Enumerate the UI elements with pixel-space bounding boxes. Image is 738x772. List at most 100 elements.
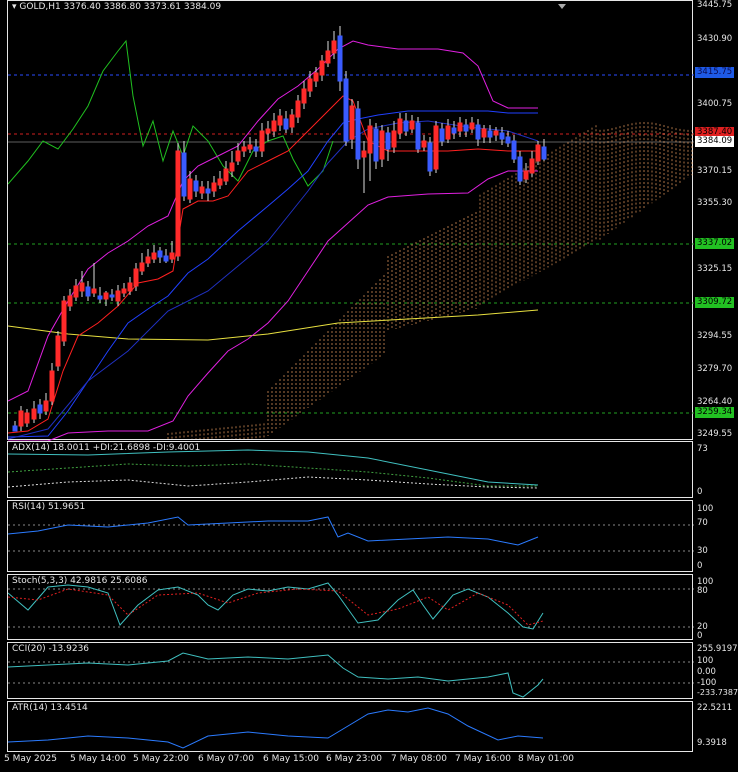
plus-di-line [8, 463, 538, 487]
candle-up [79, 282, 85, 292]
candle-down [355, 108, 361, 160]
candle-down [505, 136, 511, 144]
candle-down [487, 130, 493, 138]
candle-up [391, 130, 397, 148]
rsi-line [8, 516, 539, 546]
moving-average-mid [8, 120, 539, 440]
price-tag-3309: 3309.72 [695, 297, 735, 308]
rsi-tick: 70 [697, 518, 708, 528]
moving-average-slow [8, 110, 538, 438]
candle-up [265, 128, 271, 134]
price-tick: 3355.30 [697, 198, 733, 208]
time-axis[interactable]: 5 May 2025 5 May 14:00 5 May 22:00 6 May… [0, 752, 738, 772]
candle-up [535, 144, 541, 162]
price-tick: 3400.75 [697, 99, 733, 109]
candle-up [127, 282, 133, 292]
symbol-name: GOLD,H1 [19, 2, 61, 12]
candle-up [379, 130, 385, 160]
adx-pane[interactable]: ADX(14) 18.0011 +DI:21.6898 -DI:9.4001 [7, 441, 693, 498]
rsi-chart [8, 516, 694, 552]
cci-tick: 255.9197 [697, 644, 738, 654]
price-tick: 3294.55 [697, 331, 733, 341]
candle-up [433, 125, 439, 170]
candle-up [169, 252, 175, 260]
candle-up [55, 335, 61, 367]
time-label: 7 May 16:00 [455, 754, 511, 764]
candle-up [319, 60, 325, 76]
time-label: 8 May 01:00 [518, 754, 574, 764]
candle-down [427, 142, 433, 172]
candle-up [115, 290, 121, 302]
scroll-marker-icon [558, 4, 566, 9]
price-tick: 3430.90 [697, 34, 733, 44]
candle-up [145, 256, 151, 264]
time-label: 5 May 22:00 [133, 754, 189, 764]
adx-tick: 73 [697, 444, 708, 454]
candle-up [61, 300, 67, 342]
candle-down [12, 425, 18, 432]
candle-up [121, 288, 127, 294]
time-label: 6 May 15:00 [263, 754, 319, 764]
price-tick: 3264.40 [697, 397, 733, 407]
candle-down [439, 128, 445, 142]
candle-up [523, 170, 529, 180]
candle-up [31, 408, 37, 420]
candle-down [109, 294, 115, 298]
adx-label: ADX(14) 18.0011 +DI:21.6898 -DI:9.4001 [12, 443, 201, 453]
adx-chart [8, 449, 539, 489]
price-axis[interactable]: 3445.75 3430.90 3400.75 3370.15 3355.30 … [695, 0, 738, 772]
stoch-chart [8, 582, 694, 630]
candle-up [397, 118, 403, 134]
time-label: 6 May 07:00 [198, 754, 254, 764]
rsi-tick: 0 [697, 561, 703, 571]
symbol-label: ▾ GOLD,H1 3376.40 3386.80 3373.61 3384.0… [12, 2, 221, 12]
dropdown-arrow-icon[interactable]: ▾ [12, 2, 17, 12]
candle-up [307, 78, 313, 92]
candle-up [24, 412, 30, 424]
candle-up [361, 150, 367, 158]
candle-up [325, 50, 331, 64]
candle-down [163, 255, 169, 262]
time-label: 5 May 14:00 [70, 754, 126, 764]
candle-up [103, 292, 109, 300]
candle-up [175, 150, 181, 257]
adx-tick: 0 [697, 487, 703, 497]
price-tag-current: 3384.09 [695, 136, 735, 147]
candle-up [313, 72, 319, 82]
candle-up [421, 140, 427, 148]
cci-pane[interactable]: CCI(20) -13.9236 [7, 642, 694, 699]
rsi-tick: 100 [697, 504, 714, 514]
candle-down [343, 78, 349, 142]
moving-average-fast [8, 95, 538, 434]
candle-up [481, 128, 487, 138]
price-chart-pane[interactable]: ▾ GOLD,H1 3376.40 3386.80 3373.61 3384.0… [7, 0, 694, 441]
candle-down [385, 132, 391, 150]
candle-down [283, 118, 289, 130]
price-tick: 3445.75 [697, 0, 733, 10]
candle-up [67, 295, 73, 307]
time-label: 5 May 2025 [4, 754, 57, 764]
stoch-label: Stoch(5,3,3) 42.9816 25.6086 [12, 576, 148, 586]
candle-down [37, 404, 43, 414]
candle-up [247, 144, 253, 150]
candle-down [97, 295, 103, 300]
price-chart-svg [8, 4, 694, 441]
candle-down [541, 146, 547, 160]
candle-up [49, 370, 55, 402]
candle-up [295, 100, 301, 118]
adx-line [8, 449, 539, 486]
candle-down [517, 156, 523, 182]
rsi-pane[interactable]: RSI(14) 51.9651 [7, 500, 694, 572]
candle-up [151, 252, 157, 260]
atr-pane[interactable]: ATR(14) 13.4514 [7, 701, 693, 752]
rsi-label: RSI(14) 51.9651 [12, 502, 86, 512]
candle-down [475, 124, 481, 140]
bollinger-upper [8, 40, 538, 402]
candle-up [445, 125, 451, 140]
candle-up [199, 186, 205, 194]
price-tick: 3370.15 [697, 166, 733, 176]
candle-up [349, 105, 355, 140]
stoch-pane[interactable]: Stoch(5,3,3) 42.9816 25.6086 [7, 574, 694, 640]
atr-tick: 9.3918 [697, 738, 727, 748]
candle-up [91, 288, 97, 294]
